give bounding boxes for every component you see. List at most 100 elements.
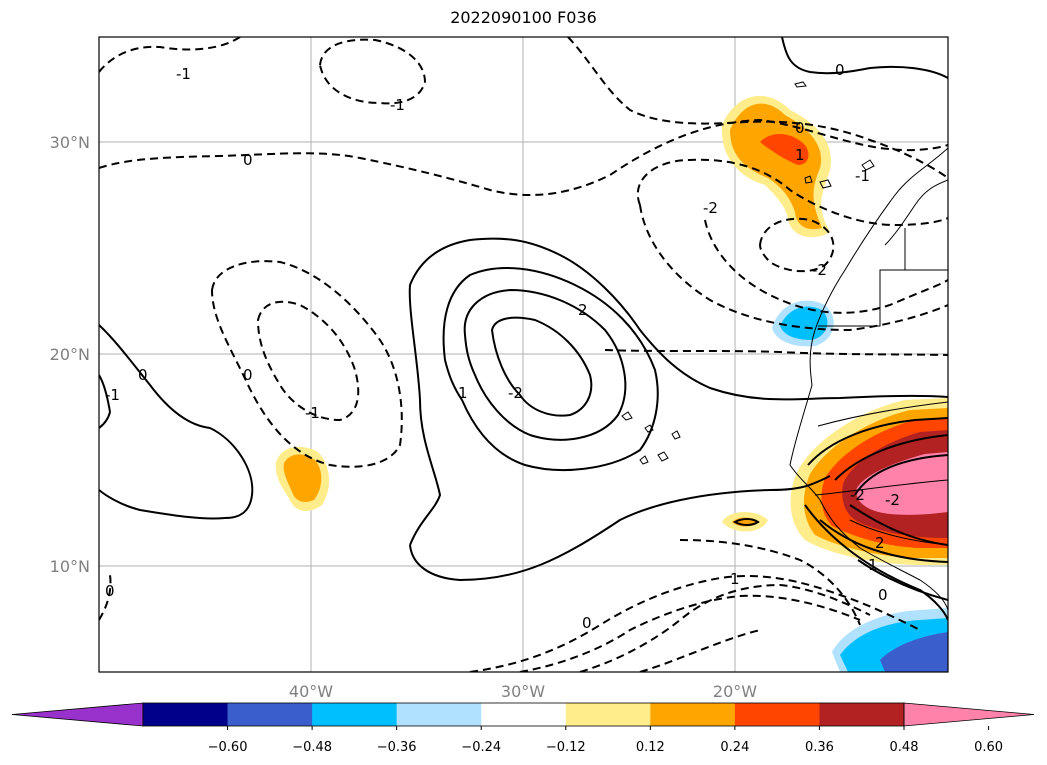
contour-east-big-2 bbox=[834, 434, 948, 481]
dashed-minus1-ne bbox=[637, 158, 948, 227]
contour-label: -1 bbox=[105, 386, 120, 404]
contour-label: -1 bbox=[390, 96, 405, 114]
colorbar-box bbox=[481, 703, 567, 726]
colorbar-box bbox=[565, 703, 651, 726]
dashed-0-west-ring bbox=[210, 260, 403, 468]
contour-east-small bbox=[857, 559, 948, 601]
colorbar-box bbox=[734, 703, 820, 726]
contour-label: 0 bbox=[243, 366, 253, 384]
border-2 bbox=[818, 269, 905, 327]
contour-labels: -1 -1 0 0 1 -2 -2 0 0 -1 2 1 -2 0 -1 0 1… bbox=[105, 61, 900, 632]
cape-verde-5 bbox=[671, 430, 681, 440]
shading-se-blue bbox=[880, 632, 948, 672]
contour-label: 2 bbox=[578, 301, 588, 319]
contour-1-west bbox=[99, 374, 112, 429]
map-title: 2022090100 F036 bbox=[450, 8, 597, 27]
solid-contours bbox=[99, 37, 948, 621]
lat-label-10n: 10°N bbox=[50, 557, 90, 576]
shading-east-pink bbox=[856, 452, 948, 515]
island-3 bbox=[804, 175, 813, 184]
dashed-0-sw bbox=[99, 574, 112, 621]
colorbar-tick-label: −0.36 bbox=[377, 740, 417, 755]
lon-label-40w: 40°W bbox=[289, 682, 333, 701]
shading-canary-orange bbox=[730, 103, 822, 230]
contour-0-lower bbox=[409, 475, 831, 582]
colorbar-frame bbox=[142, 702, 905, 727]
contour-1-ring bbox=[442, 266, 659, 471]
lat-labels: 30°N 20°N 10°N bbox=[50, 133, 90, 576]
shading-blue-north bbox=[780, 306, 828, 340]
colorbar-box bbox=[312, 703, 398, 726]
lon-label-30w: 30°W bbox=[501, 682, 545, 701]
colorbar-box bbox=[819, 703, 905, 726]
contour-east-big-4 bbox=[849, 504, 948, 546]
contour-small-12n bbox=[732, 518, 760, 526]
colorbar-tick-label: −0.60 bbox=[208, 740, 248, 755]
colorbar-tick-label: 0.36 bbox=[805, 740, 834, 755]
shading-west-orange bbox=[283, 454, 322, 503]
contour-label: 2 bbox=[875, 534, 885, 552]
border-1 bbox=[904, 228, 948, 271]
shaded-anomalies bbox=[275, 95, 948, 672]
contour-label: 0 bbox=[835, 61, 845, 79]
contour-east-big-6 bbox=[804, 504, 948, 621]
border-4 bbox=[814, 479, 948, 496]
lat-label-30n: 30°N bbox=[50, 133, 90, 152]
cape-verde-4 bbox=[657, 451, 669, 462]
contour-0-west bbox=[99, 324, 254, 520]
dashed-contours bbox=[99, 37, 948, 672]
colorbar-extend-high bbox=[903, 702, 1035, 727]
lon-labels: 40°W 30°W 20°W bbox=[289, 682, 757, 701]
contour-label: 0 bbox=[243, 151, 253, 169]
contour-east-big-5 bbox=[819, 519, 948, 563]
dashed-minus2-small bbox=[758, 217, 835, 273]
lat-label-20n: 20°N bbox=[50, 345, 90, 364]
dashed-minus1-top bbox=[99, 37, 241, 73]
island-4 bbox=[861, 159, 875, 171]
dashed-minus2-inner bbox=[704, 219, 948, 314]
colorbar-extend-low bbox=[11, 702, 144, 727]
contour-label: 0 bbox=[878, 586, 888, 604]
colorbar-tick-label: 0.12 bbox=[636, 740, 665, 755]
map-frame bbox=[98, 36, 949, 673]
dashed-1-s bbox=[519, 594, 861, 672]
contour-label: -1 bbox=[855, 167, 870, 185]
dashed-s-lower bbox=[639, 629, 761, 672]
colorbar-tick-label: −0.12 bbox=[546, 740, 586, 755]
contour-label: 0 bbox=[795, 119, 805, 137]
dashed-0-n bbox=[99, 118, 948, 196]
colorbar-tick-label: 0.60 bbox=[974, 740, 1003, 755]
contour-label: -1 bbox=[305, 404, 320, 422]
contour-label: -2 bbox=[885, 491, 900, 509]
contour-label: 0 bbox=[138, 366, 148, 384]
colorbar-tick-label: 0.48 bbox=[890, 740, 919, 755]
contour-label: -2 bbox=[508, 384, 523, 402]
colorbar-box bbox=[143, 703, 229, 726]
cape-verde-2 bbox=[644, 424, 654, 433]
colorbar: −0.60 −0.48 −0.36 −0.24 −0.12 0.12 0.24 0.36 0.4… bbox=[11, 702, 1035, 755]
colorbar-box bbox=[227, 703, 313, 726]
gridlines bbox=[99, 37, 948, 672]
coast-iberia bbox=[884, 179, 948, 246]
island-2 bbox=[819, 179, 832, 189]
contour-label: 0 bbox=[105, 582, 115, 600]
contour-0-outer bbox=[408, 237, 948, 546]
contour-east-big-3 bbox=[854, 454, 948, 496]
contour-label: -1 bbox=[176, 65, 191, 83]
dashed-minus2-ring bbox=[639, 204, 948, 332]
dashed-0-upper bbox=[567, 37, 948, 179]
contour-0-ne bbox=[781, 37, 948, 79]
dashed-0-east bbox=[604, 349, 948, 356]
dashed-minus1-west-ring bbox=[256, 300, 360, 422]
contour-3-ring bbox=[490, 316, 593, 417]
cape-verde-1 bbox=[621, 411, 633, 421]
cape-verde-3 bbox=[639, 455, 649, 465]
contour-label: 1 bbox=[458, 384, 468, 402]
contour-2-ring bbox=[463, 288, 627, 441]
contour-label: 1 bbox=[795, 146, 805, 164]
contour-label: 1 bbox=[730, 570, 740, 588]
lon-label-20w: 20°W bbox=[713, 682, 757, 701]
map-area: -1 -1 0 0 1 -2 -2 0 0 -1 2 1 -2 0 -1 0 1… bbox=[99, 37, 948, 672]
contour-label: 1 bbox=[868, 556, 878, 574]
colorbar-box bbox=[396, 703, 482, 726]
